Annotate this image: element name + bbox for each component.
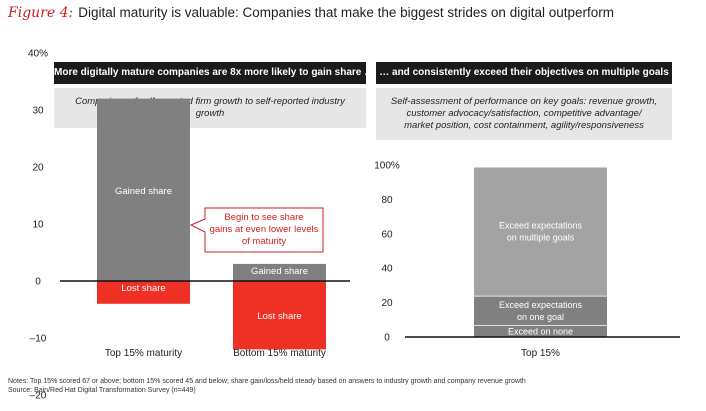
x-category-label: Top 15% [521,348,560,359]
left-panel-subtitle-text: Comparison of self-reported firm growth … [75,96,345,119]
y-tick-label: 20 [381,298,393,309]
lost-share-bar [233,281,326,350]
right-panel-subtitle: Self-assessment of performance on key go… [376,88,672,140]
callout-text: gains at even lower levels [210,224,319,235]
notes-line: Notes: Top 15% scored 67 or above; botto… [8,378,526,385]
segment-label: Exceed on none [508,326,573,336]
callout-box [189,207,324,253]
segment-label: Exceed expectations [499,221,583,231]
segment-label: Exceed expectations [499,300,583,310]
segment-label: on multiple goals [507,233,575,243]
y-tick-label: –20 [30,391,47,402]
y-tick-label: –10 [30,334,47,345]
right-panel-subtitle-line-1: Self-assessment of performance on key go… [390,96,658,107]
gained-share-bar [233,263,326,281]
y-tick-label: 40% [28,49,48,60]
figure-title: Figure 4: Digital maturity is valuable: C… [8,5,614,21]
bar-label-lost: Lost share [257,311,301,322]
stacked-segment [474,324,607,337]
bar-label-gained: Gained share [251,266,308,277]
segment-label: on one goal [517,312,564,322]
y-tick-label: 80 [381,195,393,206]
y-tick-label: 0 [384,333,390,344]
figure-title-text: Digital maturity is valuable: Companies … [78,5,614,20]
figure-label: Figure 4: [8,5,74,21]
callout-text: Begin to see share [224,212,303,223]
right-panel-subtitle-line-2: customer advocacy/satisfaction, competit… [406,108,642,119]
gained-share-bar [97,98,190,281]
stacked-segment [474,295,607,325]
bar-label-gained: Gained share [115,186,172,197]
notes: Notes: Top 15% scored 67 or above; botto… [8,377,526,395]
left-panel-header: More digitally mature companies are 8x m… [54,62,374,84]
right-panel-header: … and consistently exceed their objectiv… [376,62,672,84]
callout-text: of maturity [242,236,287,247]
y-tick-label: 60 [381,229,393,240]
x-category-label: Bottom 15% maturity [233,348,326,359]
y-tick-label: 40 [381,264,393,275]
y-tick-label: 30 [32,106,44,117]
x-category-label: Top 15% maturity [105,348,182,359]
lost-share-bar [97,281,190,304]
stacked-segment [474,166,607,296]
y-tick-label: 0 [35,277,41,288]
y-tick-label: 10 [32,220,44,231]
y-tick-label: 100% [374,161,400,172]
source-line: Source: Bain/Red Hat Digital Transformat… [8,387,196,394]
right-panel-subtitle-line-3: market position, cost containment, agili… [404,120,644,131]
bar-label-lost: Lost share [121,283,165,294]
y-tick-label: 20 [32,163,44,174]
